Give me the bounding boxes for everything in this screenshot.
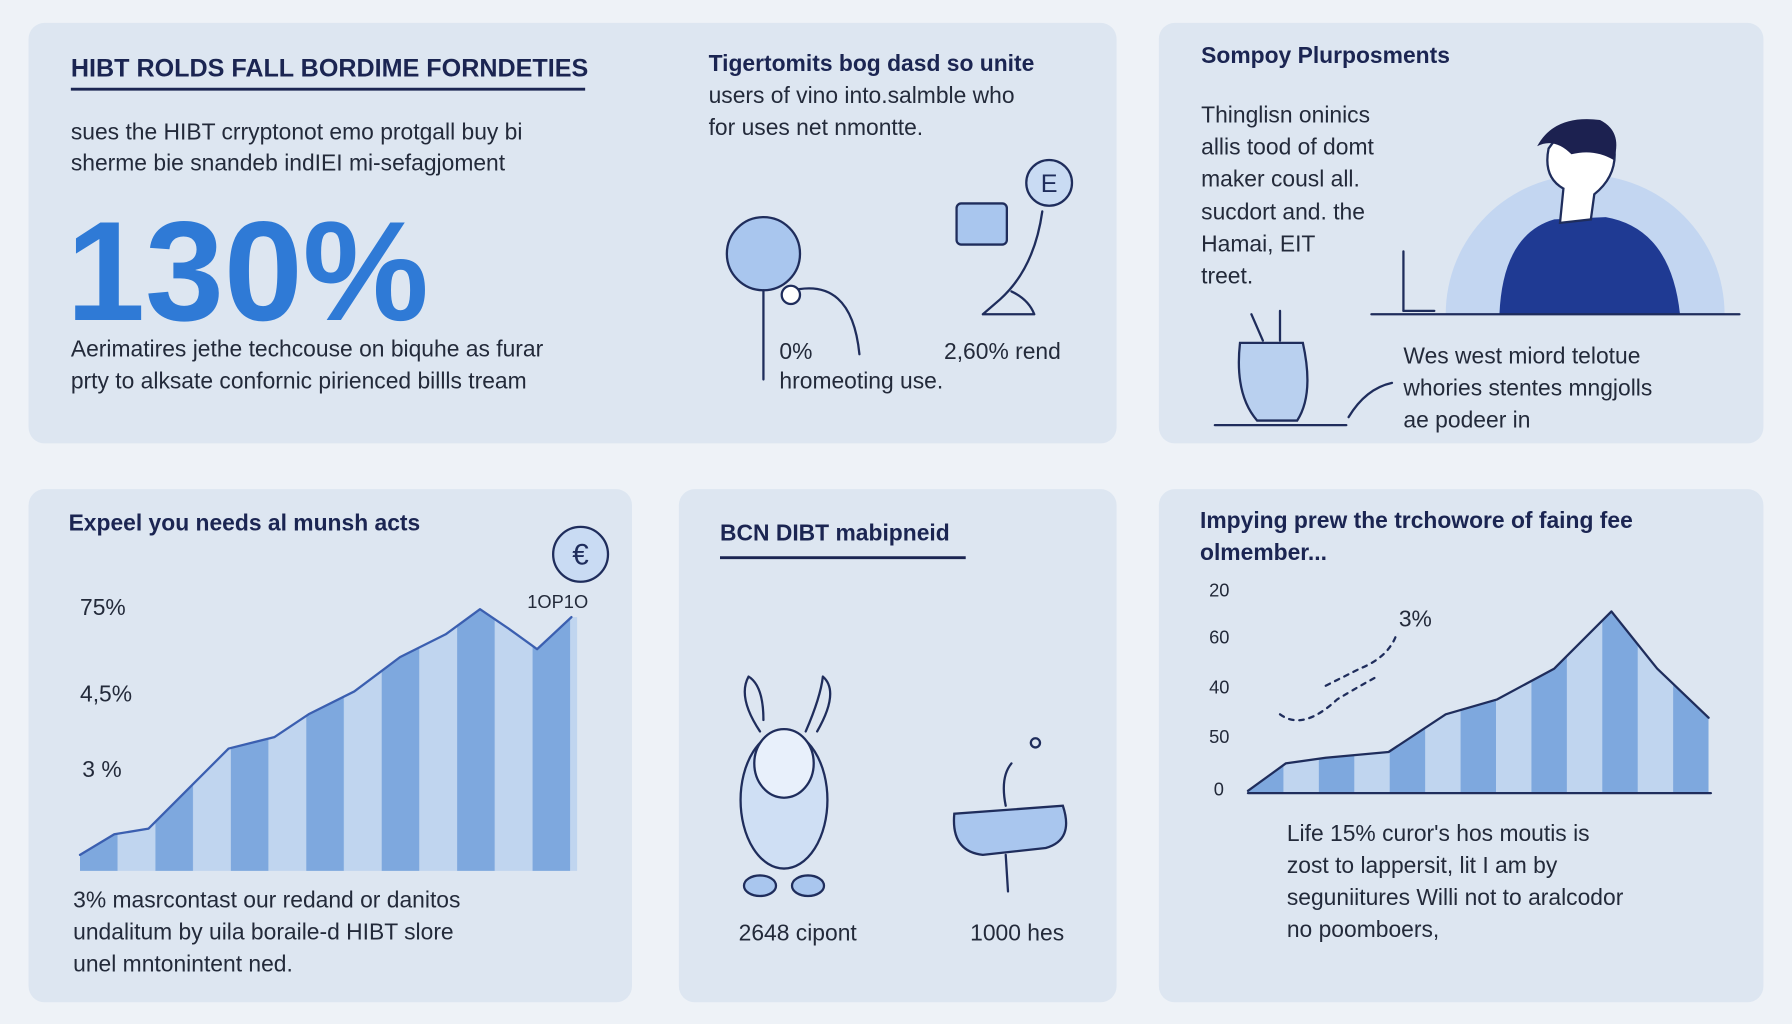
panel-title: HIBT ROLDS FALL BORDIME FORNDETIES <box>71 55 588 83</box>
panel-title: Impying prew the trchowore of faing fee <box>1200 507 1633 533</box>
trend-doodle <box>1278 633 1398 722</box>
area-outline <box>1246 610 1710 792</box>
axis-label: 4,5% <box>80 681 132 707</box>
caption-line: unel mntonintent ned. <box>73 950 293 976</box>
icon-glyph: € <box>572 539 589 572</box>
footer-line: ae podeer in <box>1403 406 1530 432</box>
caption-line: prty to alksate confornic pirienced bill… <box>71 368 527 394</box>
caption-line: Aerimatires jethe techcouse on biquhe as… <box>71 336 544 362</box>
footer-line: Wes west miord telotue <box>1403 342 1640 368</box>
icon <box>552 525 610 583</box>
side-text: users of vino into.salmble who <box>709 82 1015 108</box>
text-line: Hamai, EIT <box>1201 230 1315 256</box>
panel-title: Sompoy Plurposments <box>1201 42 1450 68</box>
text-line: allis tood of domt <box>1201 133 1374 159</box>
panel-title: BCN DIBT mabipneid <box>720 520 950 546</box>
animal-illustration <box>739 675 832 898</box>
badge: 1OP1O <box>527 591 588 612</box>
panel-title: Expeel you needs al munsh acts <box>69 509 421 535</box>
axis-label: 50 <box>1209 726 1229 747</box>
panel <box>1158 22 1764 444</box>
label: 1000 hes <box>970 920 1064 946</box>
axis-label: 20 <box>1209 580 1229 601</box>
side-text: for uses net nmontte. <box>709 114 924 140</box>
caption-line: seguniitures Willi not to aralcodor <box>1287 884 1624 910</box>
intro-line: sherme bie snandeb indIEI mi-sefagjoment <box>71 149 506 175</box>
text-line: Thinglisn oninics <box>1201 101 1370 127</box>
footer-line: whories stentes mngjolls <box>1402 374 1652 400</box>
axis-label: 0 <box>1214 778 1224 799</box>
label: 2,60% rend <box>944 338 1061 364</box>
label: hromeoting use. <box>779 368 943 394</box>
icon-glyph: E <box>1041 170 1058 198</box>
axis-label: 60 <box>1209 626 1229 647</box>
note: 3% <box>1399 605 1432 631</box>
axis-label: 75% <box>80 594 126 620</box>
label: 2648 cipont <box>739 920 858 946</box>
caption-line: undalitum by uila boraile-d HIBT slore <box>73 918 453 944</box>
area-outline <box>78 608 573 856</box>
text-line: sucdort and. the <box>1201 198 1365 224</box>
area-decoration <box>80 609 578 871</box>
caption-line: no poomboers, <box>1287 916 1439 942</box>
person-illustration <box>1370 119 1741 316</box>
globe-illustration <box>725 215 861 381</box>
panel-title: olmember... <box>1200 539 1327 565</box>
big-stat: 130% <box>66 193 428 351</box>
pot-illustration <box>952 737 1068 893</box>
panel <box>28 22 1117 444</box>
axis-label: 3 % <box>82 756 121 782</box>
caption-line: Life 15% curor's hos moutis is <box>1287 820 1590 846</box>
intro-line: sues the HIBT crryptonot emo protgall bu… <box>71 118 523 144</box>
cup-illustration <box>1213 309 1394 427</box>
text-line: maker cousl all. <box>1201 165 1360 191</box>
caption-line: 3% masrcontast our redand or danitos <box>73 886 460 912</box>
caption-line: zost to lappersit, lit I am by <box>1287 852 1558 878</box>
side-text: Tigertomits bog dasd so unite <box>709 50 1035 76</box>
plant-illustration: E <box>955 158 1074 316</box>
axis-label: 40 <box>1209 677 1229 698</box>
text-line: treet. <box>1201 262 1253 288</box>
area-decoration <box>1248 611 1709 794</box>
label: 0% <box>779 338 812 364</box>
